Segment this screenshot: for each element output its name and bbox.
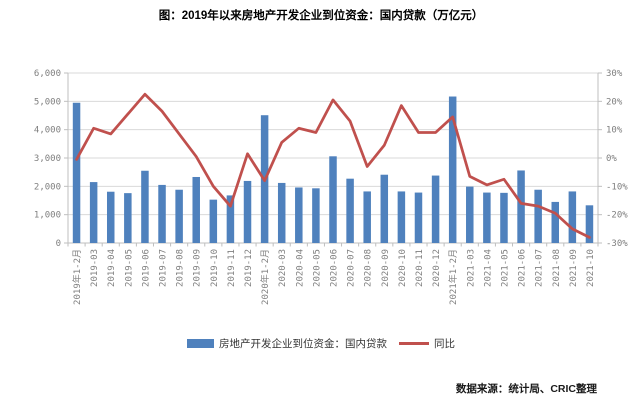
x-axis-label: 2020-05: [312, 249, 322, 287]
x-axis-label: 2020-07: [347, 249, 357, 287]
right-axis-label: -20%: [606, 211, 628, 221]
x-axis-label: 2019-10: [210, 249, 220, 287]
x-axis-label: 2021-08: [552, 249, 562, 287]
bar: [141, 170, 149, 243]
bar: [500, 192, 508, 243]
legend-bar-label: 房地产开发企业到位资金：国内贷款: [219, 338, 387, 350]
bar: [226, 195, 235, 243]
bar: [329, 156, 337, 243]
x-axis-label: 2019-05: [124, 249, 134, 287]
bar: [568, 191, 577, 243]
bar: [175, 189, 183, 243]
x-axis-label: 2020-03: [278, 249, 288, 287]
right-axis-label: 30%: [606, 69, 623, 79]
x-axis-label: 2020-04: [295, 249, 305, 287]
bar: [295, 187, 303, 243]
x-axis-label: 2019-12: [244, 249, 254, 287]
legend-line-label: 同比: [434, 338, 455, 350]
x-axis-label: 2019-11: [227, 249, 237, 287]
left-axis-label: 2,000: [34, 182, 61, 192]
left-axis-label: 6,000: [34, 69, 61, 79]
bar: [448, 96, 457, 244]
bar: [346, 178, 354, 243]
x-axis-label: 2020年1-2月: [259, 249, 271, 305]
right-axis-label: -10%: [606, 182, 628, 192]
x-axis-label: 2019年1-2月: [71, 249, 83, 305]
trend-line: [75, 92, 591, 239]
x-axis-label: 2020-08: [364, 249, 374, 287]
x-axis-label: 2021-04: [483, 249, 493, 287]
bar: [89, 182, 98, 243]
bar: [551, 201, 560, 243]
bar: [106, 191, 115, 243]
chart-title: 图：2019年以来房地产开发企业到位资金：国内贷款（万亿元）: [158, 10, 484, 22]
bar: [312, 188, 320, 243]
bar: [534, 189, 542, 243]
left-axis-label: 3,000: [34, 154, 61, 164]
x-axis-label: 2021-03: [466, 249, 476, 287]
left-axis-label: 4,000: [34, 126, 61, 136]
left-axis-label: 0: [56, 239, 61, 249]
bar: [209, 199, 218, 243]
bar: [158, 184, 166, 243]
x-axis-label: 2020-09: [381, 249, 391, 287]
right-axis-label: -30%: [606, 239, 628, 249]
bar: [397, 191, 406, 243]
legend-line-swatch: [399, 342, 429, 345]
bar: [363, 191, 371, 243]
bar: [380, 174, 389, 243]
bar: [517, 170, 525, 243]
data-source: 数据来源：统计局、CRIC整理: [455, 383, 597, 395]
x-axis-label: 2021年1-2月: [447, 249, 459, 305]
bar: [431, 175, 440, 243]
right-axis-label: 0%: [606, 154, 617, 164]
x-axis-label: 2019-04: [107, 249, 117, 287]
x-axis-label: 2020-10: [398, 249, 408, 287]
bar: [585, 205, 594, 243]
bar: [243, 180, 252, 243]
right-axis-label: 10%: [606, 126, 623, 136]
x-axis-label: 2020-11: [415, 249, 425, 287]
x-axis-label: 2019-07: [159, 249, 169, 287]
x-axis-label: 2020-06: [330, 249, 340, 287]
x-axis-label: 2021-06: [518, 249, 528, 287]
bar: [483, 192, 491, 243]
bar: [124, 193, 132, 243]
x-axis-label: 2019-06: [141, 249, 151, 287]
legend-bar-swatch: [187, 339, 214, 348]
left-axis-label: 1,000: [34, 211, 61, 221]
bar: [277, 182, 286, 243]
bar: [72, 102, 81, 243]
x-axis-label: 2021-10: [586, 249, 596, 287]
bar: [192, 176, 200, 243]
x-axis-label: 2021-09: [569, 249, 579, 287]
x-axis-label: 2021-05: [500, 249, 510, 287]
chart-legend: 房地产开发企业到位资金：国内贷款 同比: [0, 336, 642, 351]
combo-chart: 0 1,000 2,000 3,000 4,000 5,000 6,000 -30% -20% -…: [34, 69, 628, 305]
bar: [466, 186, 474, 243]
right-axis-label: 20%: [606, 97, 623, 107]
bar: [414, 192, 423, 243]
x-axis-label: 2020-12: [432, 249, 442, 287]
x-axis-label: 2019-03: [90, 249, 100, 287]
x-axis-label: 2019-09: [193, 249, 203, 287]
left-axis-label: 5,000: [34, 97, 61, 107]
x-axis-label: 2019-08: [176, 249, 186, 287]
x-axis-label: 2021-07: [535, 249, 545, 287]
